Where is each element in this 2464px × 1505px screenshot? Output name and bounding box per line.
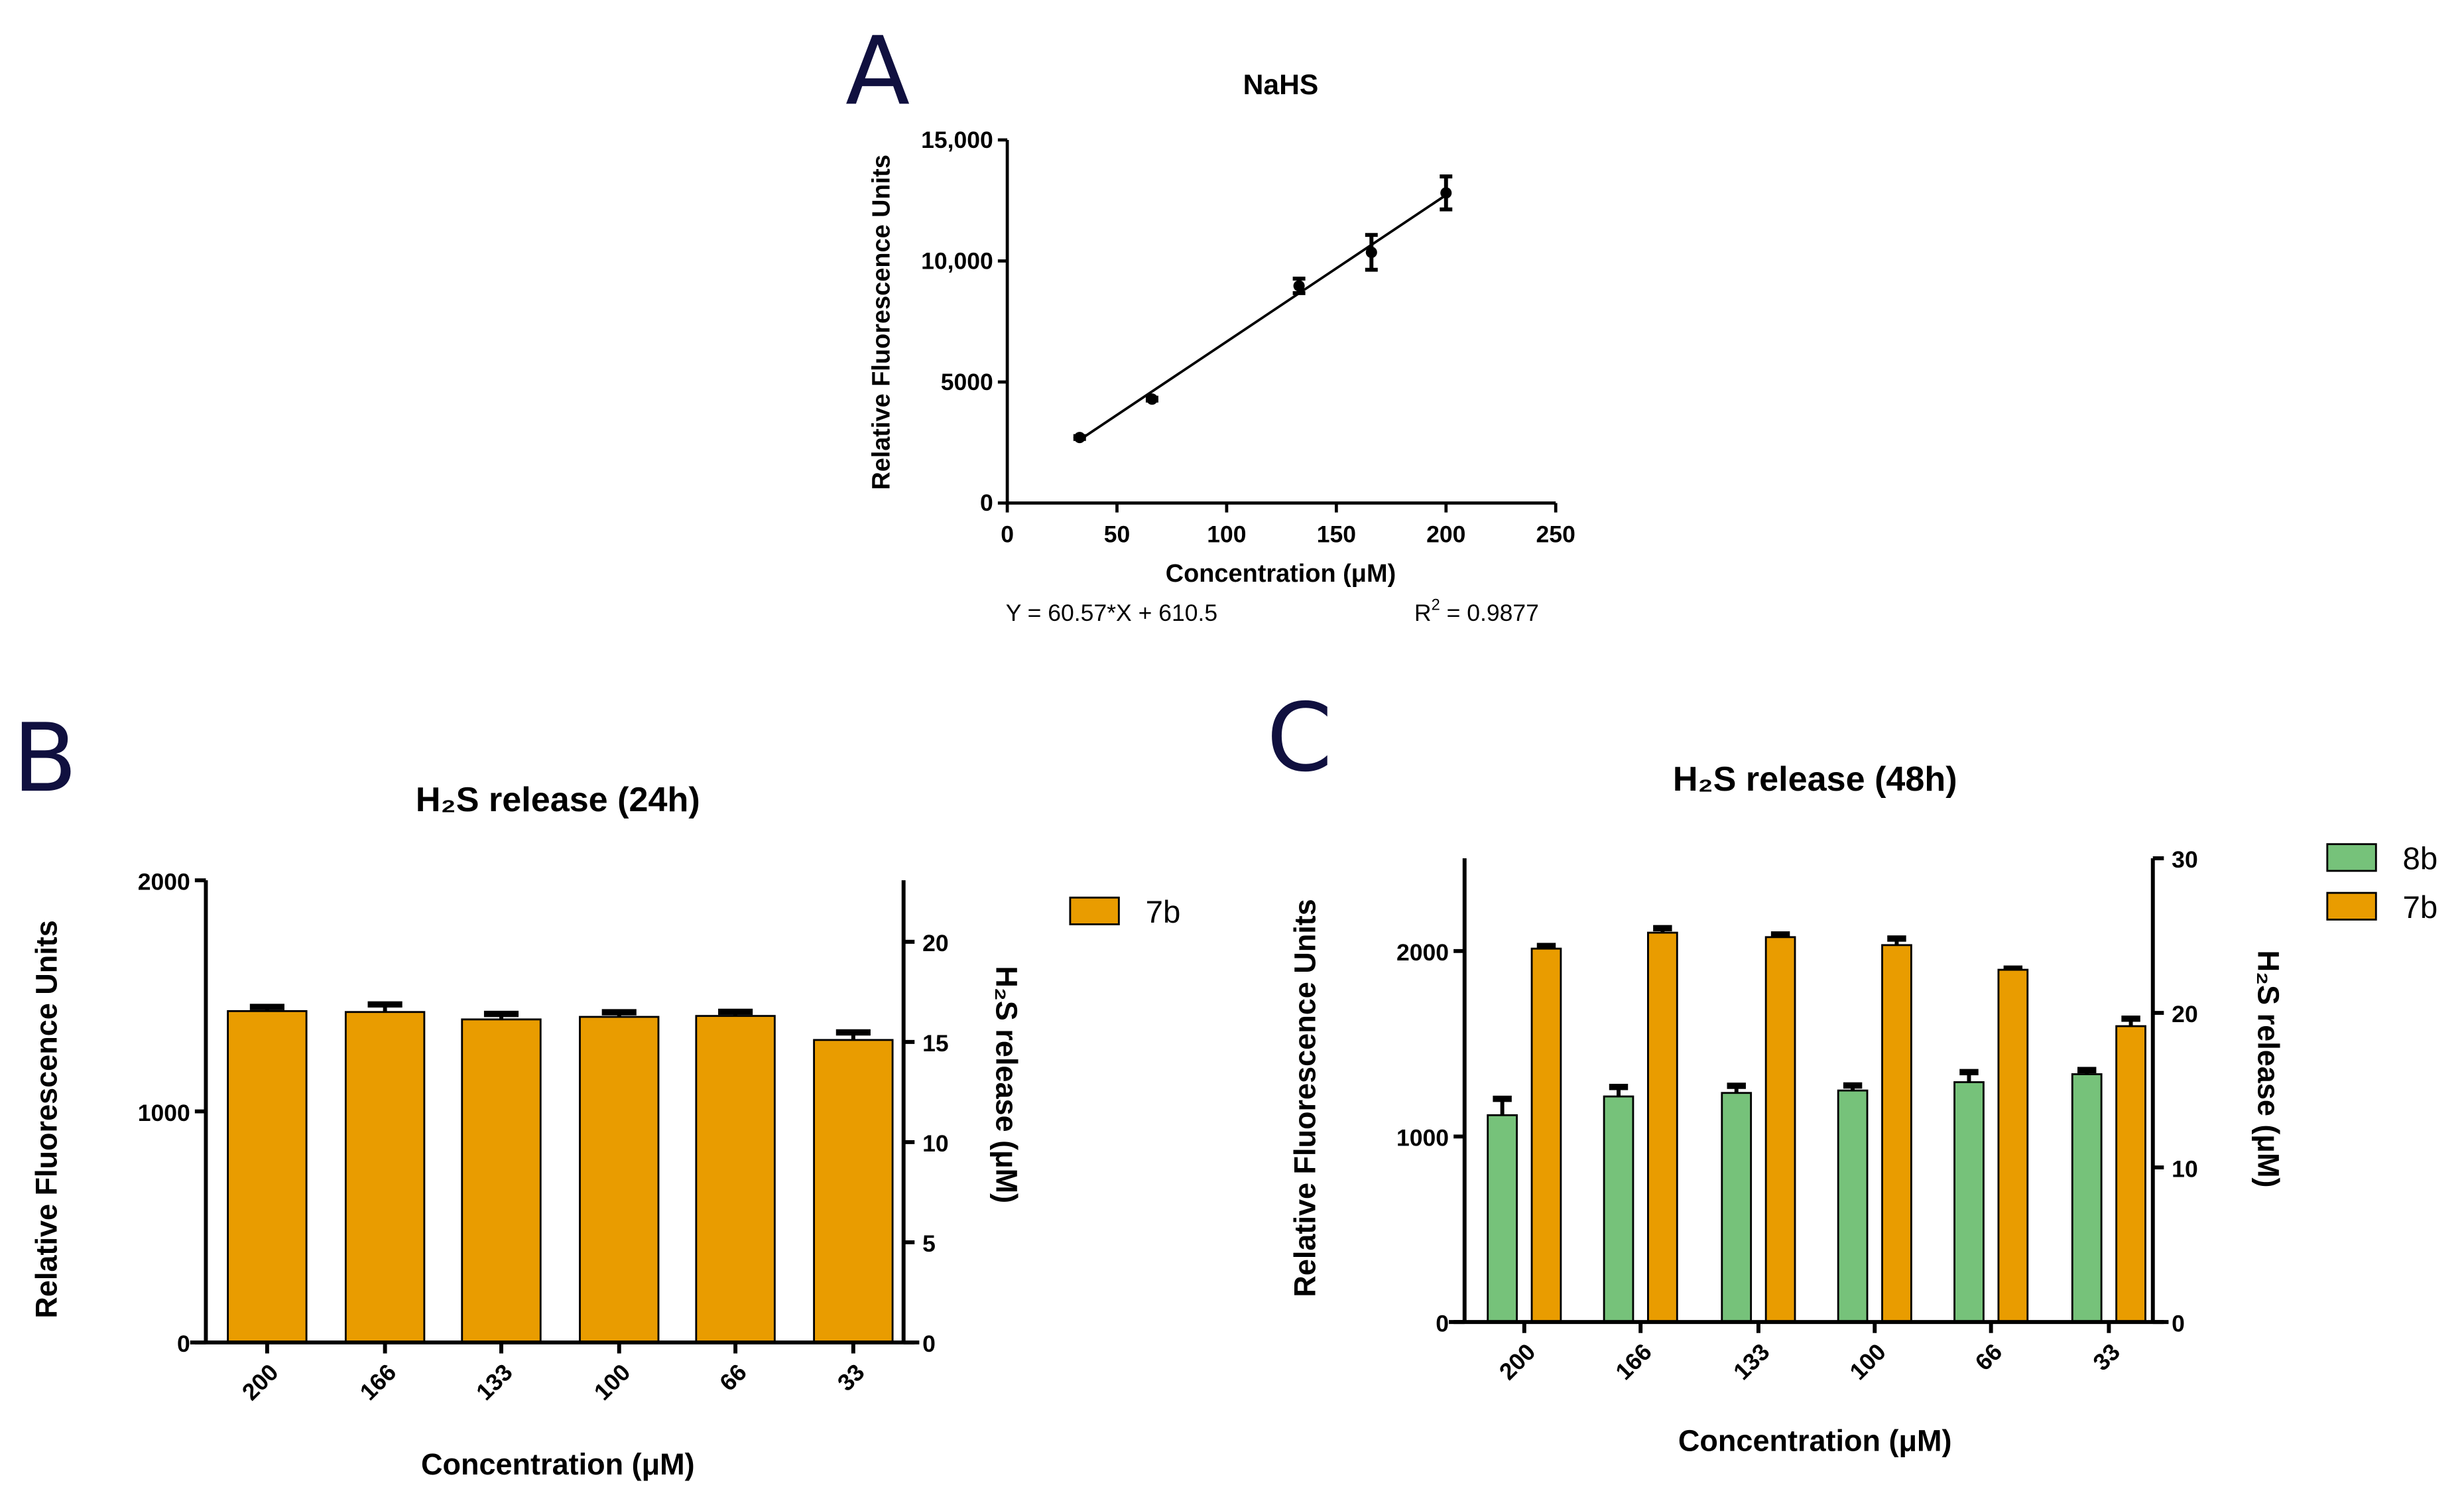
x-tick-label: 33 bbox=[832, 1359, 869, 1396]
x-tick-label: 200 bbox=[1494, 1339, 1540, 1385]
x-axis-label: Concentration (μM) bbox=[1166, 560, 1396, 588]
bar-8b-166 bbox=[1603, 1095, 1634, 1323]
legend-label-7b: 7b bbox=[1146, 895, 1181, 930]
x-tick-label: 50 bbox=[1104, 521, 1131, 548]
y2-axis-label: H₂S release (μM) bbox=[2252, 950, 2286, 1188]
bar-7b-133 bbox=[1764, 936, 1796, 1323]
chart-title: H₂S release (48h) bbox=[1673, 760, 1957, 799]
y-tick-label: 1000 bbox=[1396, 1125, 1449, 1151]
panel-label-b: B bbox=[13, 703, 78, 813]
bar-7b-100 bbox=[1881, 944, 1912, 1323]
legend-swatch-7b bbox=[2326, 891, 2377, 921]
bar-7b-66 bbox=[1997, 968, 2029, 1323]
bar-8b-100 bbox=[1837, 1089, 1869, 1323]
data-point bbox=[1146, 393, 1158, 405]
chart-title: NaHS bbox=[1243, 69, 1319, 101]
bar-8b-33 bbox=[2071, 1073, 2103, 1323]
bar-7b-33 bbox=[813, 1039, 894, 1344]
y-tick-label: 0 bbox=[980, 490, 993, 516]
x-tick-label: 166 bbox=[355, 1359, 401, 1406]
x-tick-label: 100 bbox=[1207, 521, 1246, 548]
chart-a-nahs-standard-curve: NaHS 0 50 100 150 200 250 0 5000 10,000 15,000 Conc… bbox=[867, 69, 1575, 626]
x-tick-label: 250 bbox=[1536, 521, 1575, 548]
bar-7b-100 bbox=[579, 1015, 660, 1344]
x-axis-label: Concentration (μM) bbox=[421, 1447, 695, 1481]
y2-tick-label: 30 bbox=[2172, 846, 2198, 873]
data-point bbox=[1074, 432, 1085, 444]
y2-tick-label: 5 bbox=[922, 1230, 936, 1257]
y2-tick-label: 10 bbox=[2172, 1155, 2198, 1182]
bar-7b-166 bbox=[1647, 931, 1678, 1323]
bar-8b-200 bbox=[1487, 1114, 1518, 1323]
data-point bbox=[1293, 280, 1305, 292]
chart-title: H₂S release (24h) bbox=[416, 781, 700, 819]
r-squared: R2 = 0.9877 bbox=[1414, 597, 1539, 627]
bar-7b-166 bbox=[344, 1011, 426, 1344]
y2-tick-label: 10 bbox=[922, 1130, 949, 1157]
panel-label-a: A bbox=[845, 16, 910, 126]
x-tick-label: 66 bbox=[1970, 1339, 2007, 1376]
legend-label-8b: 8b bbox=[2403, 842, 2438, 877]
y-tick-label: 0 bbox=[1436, 1310, 1449, 1337]
y-tick-label: 2000 bbox=[1396, 939, 1449, 966]
x-tick-label: 100 bbox=[1845, 1339, 1891, 1385]
r-squared-value: = 0.9877 bbox=[1440, 600, 1539, 626]
panel-label-c: C bbox=[1266, 683, 1332, 793]
r-squared-symbol: R bbox=[1414, 600, 1432, 626]
y-tick-label: 2000 bbox=[138, 868, 190, 895]
y-tick-label: 10,000 bbox=[921, 247, 993, 274]
chart-c-h2s-release-48h: H₂S release (48h)200 166 133 100 66 330100020… bbox=[1288, 760, 2438, 1457]
bar-7b-133 bbox=[461, 1018, 542, 1344]
data-point bbox=[1365, 246, 1377, 258]
y2-axis-label: H₂S release (μM) bbox=[990, 966, 1024, 1203]
y2-tick-label: 0 bbox=[2172, 1310, 2185, 1337]
y-tick-label: 15,000 bbox=[921, 127, 993, 153]
y-axis-label: Relative Fluorescence Units bbox=[867, 155, 895, 490]
y-tick-label: 1000 bbox=[138, 1100, 190, 1126]
x-tick-label: 200 bbox=[1426, 521, 1465, 548]
legend-swatch-8b bbox=[2326, 843, 2377, 872]
fit-equation: Y = 60.57*X + 610.5 bbox=[1006, 600, 1217, 626]
chart-b-h2s-release-24h: H₂S release (24h)200 166 133 100 66 330100020… bbox=[29, 781, 1180, 1481]
bar-7b-66 bbox=[695, 1015, 776, 1344]
y2-tick-label: 20 bbox=[2172, 1001, 2198, 1027]
x-tick-label: 133 bbox=[1728, 1339, 1774, 1385]
fit-line bbox=[1079, 194, 1447, 441]
x-tick-label: 200 bbox=[237, 1359, 283, 1406]
bar-7b-200 bbox=[1530, 947, 1562, 1323]
x-tick-label: 133 bbox=[471, 1359, 517, 1406]
legend-swatch-7b bbox=[1069, 896, 1120, 925]
r-squared-superscript: 2 bbox=[1432, 597, 1440, 614]
x-tick-label: 66 bbox=[714, 1359, 751, 1396]
x-tick-label: 0 bbox=[1001, 521, 1014, 548]
y-axis-label: Relative Fluorescence Units bbox=[1288, 899, 1322, 1297]
y2-tick-label: 0 bbox=[922, 1331, 936, 1357]
bar-7b-200 bbox=[227, 1010, 308, 1344]
x-tick-label: 166 bbox=[1611, 1339, 1657, 1385]
x-tick-label: 33 bbox=[2088, 1339, 2125, 1376]
bar-8b-133 bbox=[1721, 1092, 1753, 1323]
bar-7b-33 bbox=[2115, 1025, 2146, 1323]
y-tick-label: 0 bbox=[177, 1331, 190, 1357]
data-point bbox=[1440, 187, 1452, 199]
y-axis-label: Relative Fluorescence Units bbox=[29, 920, 63, 1318]
y2-tick-label: 20 bbox=[922, 930, 949, 956]
legend-label-7b: 7b bbox=[2403, 890, 2438, 925]
x-tick-label: 100 bbox=[589, 1359, 635, 1406]
x-axis-label: Concentration (μM) bbox=[1678, 1423, 1952, 1457]
y-tick-label: 5000 bbox=[941, 369, 993, 395]
bar-8b-66 bbox=[1953, 1081, 1985, 1323]
y2-tick-label: 15 bbox=[922, 1030, 949, 1057]
x-tick-label: 150 bbox=[1317, 521, 1356, 548]
